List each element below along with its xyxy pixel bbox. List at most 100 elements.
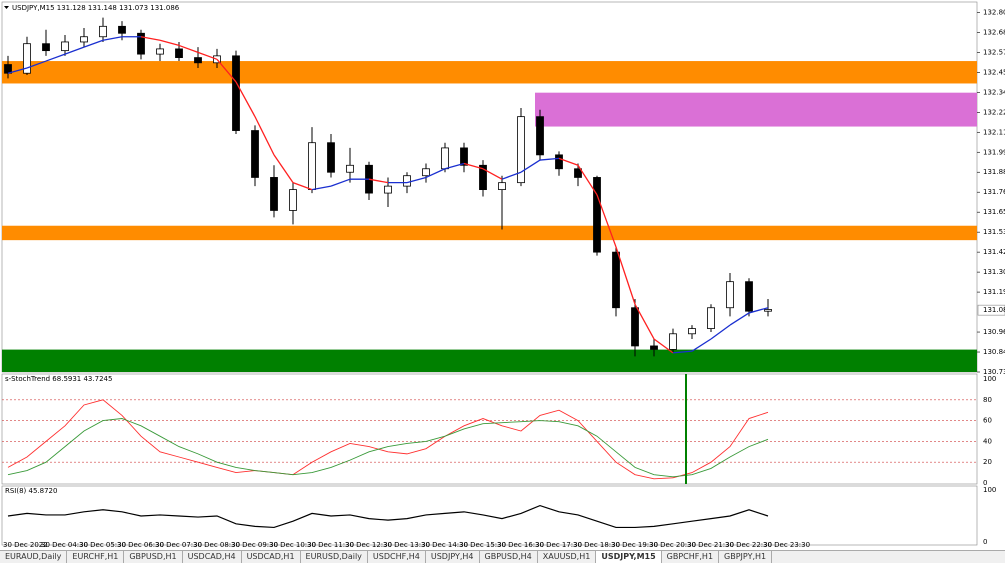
price-label: 132.685 (983, 28, 1005, 36)
zone (2, 349, 977, 372)
time-label: 30 Dec 07:30 (155, 541, 202, 549)
stoch-tick-label: 40 (983, 437, 992, 445)
stoch-tick-label: 20 (983, 458, 992, 466)
price-label: 131.19 (983, 288, 1005, 296)
moving-average-segment (577, 164, 598, 196)
stoch-tick-label: 100 (983, 375, 996, 383)
candle-body (669, 333, 677, 350)
candle-body (384, 185, 392, 194)
moving-average-segment (691, 338, 712, 352)
chart-tab[interactable]: USDCAD,H1 (242, 551, 301, 563)
moving-average-segment (710, 324, 731, 340)
time-label: 30 Dec 09:30 (231, 541, 278, 549)
price-label: 132.57 (983, 48, 1005, 56)
price-label: 131.65 (983, 208, 1005, 216)
chart-tab[interactable]: USDCAD,H4 (183, 551, 242, 563)
time-label: 30 Dec 12:30 (345, 541, 392, 549)
chart-tab[interactable]: EURUSD,Daily (301, 551, 368, 563)
stoch-panel (1, 373, 978, 485)
time-label: 30 Dec 06:30 (117, 541, 164, 549)
chart-tab[interactable]: USDJPY,M15 (596, 551, 662, 563)
time-label: 30 Dec 17:30 (535, 541, 582, 549)
time-label: 30 Dec 22:30 (725, 541, 772, 549)
zone (535, 92, 977, 127)
candle-body (403, 175, 411, 187)
time-label: 30 Dec 08:30 (193, 541, 240, 549)
price-label: 130.960 (983, 328, 1005, 336)
time-label: 30 Dec 23:30 (763, 541, 810, 549)
moving-average-segment (235, 81, 256, 117)
candle-body (612, 251, 620, 309)
price-label: 130.730 (983, 368, 1005, 376)
candle-body (137, 32, 145, 55)
price-label: 130.845 (983, 348, 1005, 356)
stoch-tick-label: 80 (983, 396, 992, 404)
candle-body (308, 142, 316, 191)
candle-body (574, 168, 582, 178)
moving-average-segment (425, 168, 446, 179)
moving-average-segment (653, 338, 674, 354)
moving-average-segment (368, 178, 389, 184)
moving-average-segment (178, 44, 199, 53)
candle-body (232, 55, 240, 131)
time-label: 30 Dec 18:30 (573, 541, 620, 549)
moving-average-segment (7, 67, 28, 74)
chart-tab[interactable]: XAUUSD,H1 (538, 551, 597, 563)
candle-body (270, 177, 278, 211)
moving-average-segment (254, 116, 275, 156)
time-label: 30 Dec 2022 (3, 541, 48, 549)
moving-average-segment (159, 39, 180, 47)
symbol-header: USDJPY,M15 131.128 131.148 131.073 131.0… (12, 4, 180, 12)
time-label: 30 Dec 20:30 (649, 541, 696, 549)
time-label: 30 Dec 19:30 (611, 541, 658, 549)
candle-body (175, 48, 183, 58)
time-label: 30 Dec 21:30 (687, 541, 734, 549)
chart-tab[interactable]: GBPUSD,H4 (480, 551, 538, 563)
candle-body (555, 154, 563, 170)
candle-body (593, 177, 601, 253)
chart-tab[interactable]: GBPCHF,H1 (662, 551, 720, 563)
moving-average-segment (273, 154, 294, 184)
chart-tab[interactable]: USDCHF,H4 (368, 551, 426, 563)
candle-body (289, 189, 297, 211)
time-label: 30 Dec 14:30 (421, 541, 468, 549)
candle-body (346, 164, 354, 173)
moving-average-segment (26, 60, 47, 69)
price-label: 132.11 (983, 128, 1005, 136)
moving-average-segment (64, 46, 85, 55)
chart-tab[interactable]: GBPUSD,H1 (124, 551, 183, 563)
moving-average-segment (729, 312, 750, 326)
moving-average-segment (558, 157, 579, 166)
moving-average-segment (311, 185, 332, 191)
candle-body (726, 281, 734, 309)
candle-body (650, 345, 658, 350)
chart-tab[interactable]: EURCHF,H1 (67, 551, 125, 563)
moving-average-segment (292, 182, 313, 191)
price-label: 132.455 (983, 68, 1005, 76)
price-label: 132.800 (983, 8, 1005, 16)
moving-average-segment (501, 171, 522, 180)
chart-tab[interactable]: EURAUD,Daily (0, 551, 68, 563)
candle-body (745, 281, 753, 312)
candle-body (118, 25, 126, 34)
candle-body (688, 328, 696, 335)
tab-bar: EURAUD,Daily EURCHF,H1 GBPUSD,H1 USDCAD,H4 U… (0, 550, 1005, 563)
price-label: 131.535 (983, 228, 1005, 236)
current-price-box (977, 304, 1005, 316)
chart-tab[interactable]: USDJPY,H4 (426, 551, 480, 563)
moving-average-segment (140, 36, 161, 41)
price-label: 131.765 (983, 188, 1005, 196)
moving-average-segment (634, 303, 655, 340)
current-price-label: 131.086 (983, 306, 1005, 314)
zone (2, 225, 977, 241)
candle-body (479, 164, 487, 191)
symbol-menu-arrow (4, 6, 9, 9)
rsi-tick-label: 100 (983, 486, 996, 494)
price-label: 131.880 (983, 168, 1005, 176)
chart-tab[interactable]: GBPJPY,H1 (719, 551, 773, 563)
candle-body (80, 36, 88, 43)
candle-body (422, 168, 430, 177)
terminal-chart: USDJPY,M15 131.128 131.148 131.073 131.0… (1, 1, 1005, 549)
moving-average-segment (748, 307, 769, 314)
